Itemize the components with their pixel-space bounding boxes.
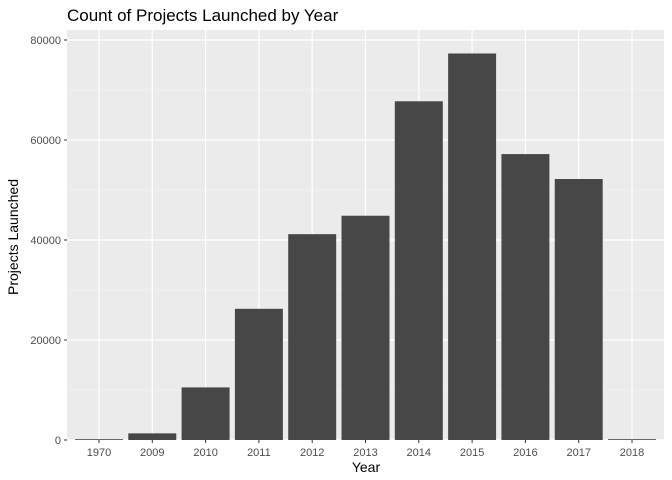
x-tick-label: 2009 (140, 447, 164, 459)
y-tick-label: 80000 (30, 35, 61, 47)
bar-2014 (394, 101, 443, 441)
x-tick-label: 2015 (460, 447, 484, 459)
y-tick-label: 0 (55, 435, 61, 447)
bar-2018 (608, 439, 657, 440)
bars (74, 53, 657, 441)
x-tick-label: 2013 (353, 447, 377, 459)
x-axis: 1970 2009 2010 2011 2012 2013 2014 2015 2016 2017… (87, 440, 644, 459)
bar-2009 (128, 433, 177, 440)
x-tick-label: 2017 (566, 447, 590, 459)
bar-2012 (288, 234, 337, 440)
y-tick-label: 20000 (30, 335, 61, 347)
x-tick-label: 2010 (193, 447, 217, 459)
y-axis: 0 20000 40000 60000 80000 (30, 35, 67, 447)
bar-2016 (501, 154, 550, 440)
x-tick-label: 2018 (620, 447, 644, 459)
x-tick-label: 1970 (87, 447, 111, 459)
y-tick-label: 40000 (30, 235, 61, 247)
x-axis-title: Year (352, 459, 381, 475)
x-tick-label: 2016 (513, 447, 537, 459)
y-tick-label: 60000 (30, 135, 61, 147)
x-tick-label: 2014 (407, 447, 431, 459)
bar-2017 (554, 179, 603, 440)
x-tick-label: 2012 (300, 447, 324, 459)
bar-1970 (74, 439, 123, 440)
chart-title: Count of Projects Launched by Year (67, 6, 339, 25)
x-tick-label: 2011 (247, 447, 271, 459)
bar-2011 (234, 308, 283, 440)
bar-2015 (448, 53, 497, 440)
bar-2013 (341, 215, 390, 440)
bar-2010 (181, 387, 230, 440)
y-axis-title: Projects Launched (5, 179, 21, 295)
